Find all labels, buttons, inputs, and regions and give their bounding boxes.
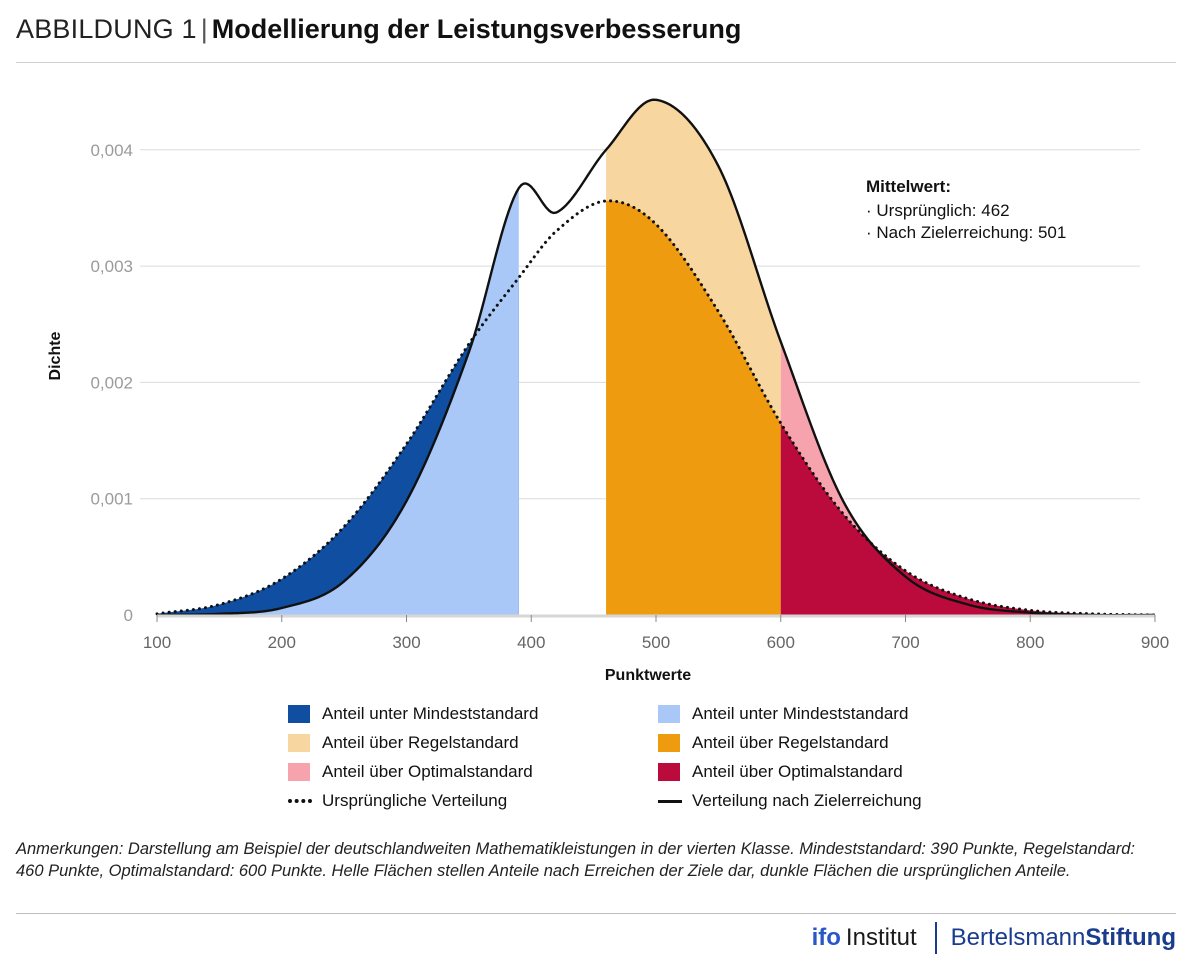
- figure-title: Modellierung der Leistungsverbesserung: [211, 14, 742, 44]
- annotation-heading: Mittelwert:: [866, 177, 951, 196]
- y-tick-label: 0,004: [90, 141, 133, 160]
- y-tick-label: 0,002: [90, 373, 133, 392]
- top-divider: [16, 62, 1176, 63]
- x-tick-label: 500: [642, 633, 670, 652]
- area-original-above-regular: [606, 200, 781, 615]
- figure-header: ABBILDUNG 1 | Modellierung der Leistungsve…: [16, 14, 741, 45]
- bottom-divider: [16, 913, 1176, 914]
- y-axis-label: Dichte: [47, 331, 64, 380]
- density-chart: 0 0,001 0,002 0,003 0,004 100 200 300 400 500 600 7…: [47, 98, 1169, 684]
- legend-item-dark-orange: Anteil über Regelstandard: [658, 732, 1008, 754]
- legend-item-solid-line: Verteilung nach Zielerreichung: [658, 790, 1008, 812]
- bertelsmann-logo: BertelsmannStiftung: [951, 924, 1176, 952]
- area-original-above-optimal: [780, 423, 1155, 615]
- y-tick-label: 0,001: [90, 490, 133, 509]
- ifo-mark: ifo: [811, 924, 841, 951]
- legend-item-light-red: Anteil über Optimalstandard: [288, 761, 658, 783]
- x-tick-label: 700: [891, 633, 919, 652]
- x-tick-label: 400: [517, 633, 545, 652]
- legend-label: Ursprüngliche Verteilung: [322, 791, 508, 810]
- figure-notes: Anmerkungen: Darstellung am Beispiel der…: [16, 840, 1135, 880]
- y-tick-label: 0: [124, 606, 133, 625]
- legend-label: Anteil über Regelstandard: [692, 733, 889, 752]
- legend-item-dotted-line: Ursprüngliche Verteilung: [288, 790, 658, 812]
- legend-swatch: [288, 705, 310, 723]
- x-tick-label: 900: [1141, 633, 1169, 652]
- x-tick-label: 300: [392, 633, 420, 652]
- figure-number: ABBILDUNG 1: [16, 14, 197, 44]
- legend-label: Anteil unter Mindeststandard: [692, 704, 909, 723]
- x-tick-label: 200: [268, 633, 296, 652]
- legend-item-light-orange: Anteil über Regelstandard: [288, 732, 658, 754]
- distribution-lines: [155, 98, 1157, 617]
- legend-label: Verteilung nach Zielerreichung: [692, 791, 922, 810]
- legend-label: Anteil unter Mindeststandard: [322, 704, 539, 723]
- legend-dotted-line: [288, 799, 312, 803]
- publisher-logos: ifo Institut BertelsmannStiftung: [812, 922, 1176, 954]
- area-target-below-minimum: [157, 188, 519, 615]
- x-tick-label: 800: [1016, 633, 1044, 652]
- series-line-target: [156, 98, 1155, 617]
- legend-label: Anteil über Optimalstandard: [322, 762, 533, 781]
- legend-item-dark-blue: Anteil unter Mindeststandard: [288, 703, 658, 725]
- bertelsmann-wordmark-light: Bertelsmann: [950, 924, 1086, 951]
- legend-solid-line: [658, 799, 682, 803]
- legend-item-light-blue: Anteil unter Mindeststandard: [658, 703, 1008, 725]
- legend-swatch: [658, 734, 680, 752]
- annotation-line-target: · Nach Zielerreichung: 501: [866, 223, 1066, 242]
- legend-swatch: [288, 763, 310, 781]
- x-tick-label: 100: [143, 633, 171, 652]
- ifo-wordmark: Institut: [845, 924, 917, 951]
- annotation-line-original: · Ursprünglich: 462: [866, 201, 1010, 220]
- logo-divider: [934, 922, 937, 954]
- legend-label: Anteil über Optimalstandard: [692, 762, 903, 781]
- y-tick-label: 0,003: [90, 257, 133, 276]
- x-axis-label: Punktwerte: [605, 667, 691, 684]
- axes: 0 0,001 0,002 0,003 0,004 100 200 300 400 500 600 7…: [90, 141, 1169, 652]
- legend-label: Anteil über Regelstandard: [322, 733, 519, 752]
- legend-swatch: [658, 705, 680, 723]
- series-line-original: [155, 199, 1157, 617]
- shaded-areas: [157, 99, 1155, 616]
- ifo-logo: ifo Institut: [812, 924, 917, 952]
- legend-item-dark-red: Anteil über Optimalstandard: [658, 761, 1008, 783]
- header-separator: |: [200, 14, 208, 44]
- bertelsmann-wordmark-bold: Stiftung: [1085, 924, 1176, 951]
- mean-annotation: Mittelwert: · Ursprünglich: 462 · Nach Z…: [866, 177, 1066, 242]
- legend-swatch: [288, 734, 310, 752]
- legend-swatch: [658, 763, 680, 781]
- x-tick-label: 600: [767, 633, 795, 652]
- chart-legend: Anteil unter Mindeststandard Anteil unte…: [288, 703, 1008, 812]
